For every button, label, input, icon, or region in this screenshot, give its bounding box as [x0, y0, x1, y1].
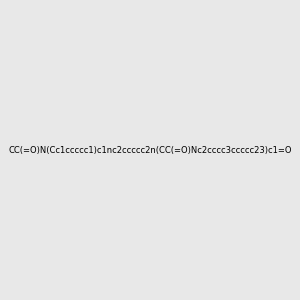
Text: CC(=O)N(Cc1ccccc1)c1nc2ccccc2n(CC(=O)Nc2cccc3ccccc23)c1=O: CC(=O)N(Cc1ccccc1)c1nc2ccccc2n(CC(=O)Nc2…	[8, 146, 292, 154]
